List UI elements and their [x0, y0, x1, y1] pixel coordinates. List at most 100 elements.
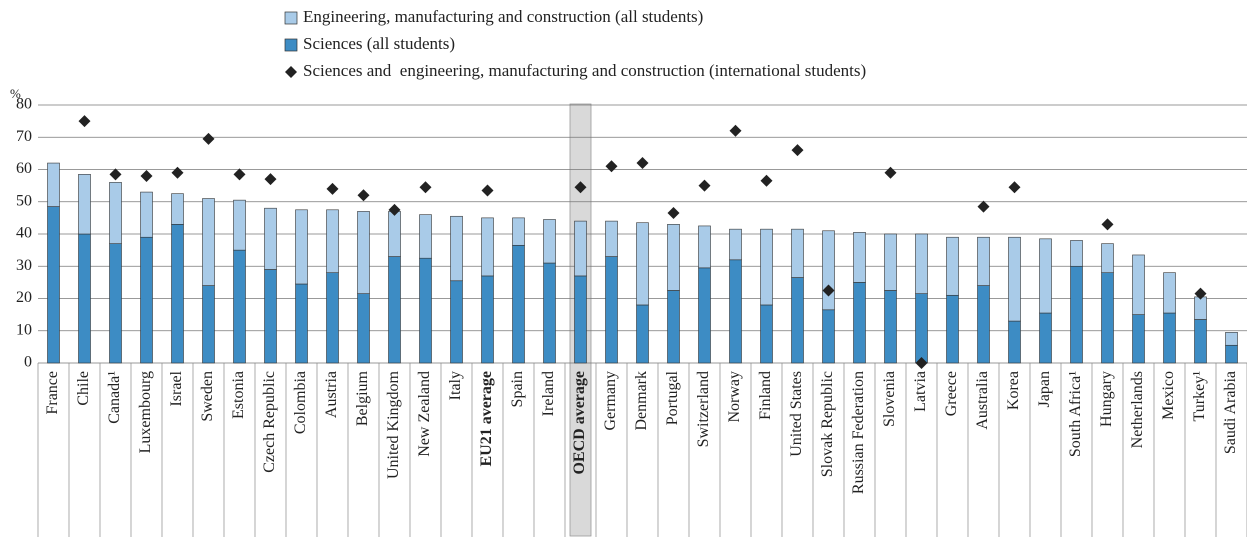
x-tick-label: Ireland: [540, 371, 557, 416]
diamond-marker: [481, 184, 494, 197]
bar-segment: [512, 217, 525, 246]
x-tick-label: Hungary: [1098, 371, 1115, 427]
bar-segment: [233, 249, 246, 364]
x-tick-label: Mexico: [1160, 371, 1177, 420]
x-tick-label: South Africa¹: [1067, 371, 1084, 457]
diamond-marker: [1008, 181, 1021, 194]
bar-segment: [884, 290, 897, 364]
diamond-marker: [109, 168, 122, 181]
diamond-marker: [698, 179, 711, 192]
x-tick-label: Austria: [323, 371, 340, 418]
diamond-marker: [326, 182, 339, 195]
diamond-marker: [822, 284, 835, 297]
diamond-marker: [915, 357, 928, 369]
x-tick-label: Russian Federation: [850, 371, 867, 494]
bar-segment: [1194, 296, 1207, 320]
bar-segment: [543, 262, 556, 364]
bar-segment: [698, 267, 711, 364]
x-tick-label: Israel: [168, 370, 185, 406]
x-tick-label: Turkey¹: [1191, 371, 1208, 422]
x-tick-label: Latvia: [912, 371, 929, 412]
bar-segment: [1132, 254, 1145, 315]
legend-swatch: [284, 11, 298, 25]
x-tick-label: Slovak Republic: [819, 371, 836, 477]
bar-segment: [605, 220, 618, 257]
x-tick-label: Luxembourg: [137, 371, 154, 453]
bar-segment: [171, 193, 184, 225]
bar-segment: [1101, 243, 1114, 274]
x-tick-label: EU21 average: [478, 371, 495, 467]
diamond-marker: [791, 144, 804, 157]
x-tick-label: Czech Republic: [261, 371, 278, 473]
bar-segment: [1225, 344, 1238, 364]
bar-segment: [946, 294, 959, 364]
bar-segment: [47, 162, 60, 207]
x-tick-label: Spain: [509, 371, 526, 407]
bar-segment: [822, 309, 835, 364]
diamond-marker: [760, 174, 773, 187]
bar-segment: [295, 209, 308, 285]
bar-segment: [419, 257, 432, 364]
diamond-marker: [78, 115, 91, 128]
diamond-marker: [419, 181, 432, 194]
x-tick-label: New Zealand: [416, 371, 433, 457]
bar-segment: [1225, 332, 1238, 346]
bar-segment: [636, 222, 649, 306]
bar-segment: [512, 244, 525, 364]
bar-segment: [760, 228, 773, 306]
bar-segment: [78, 233, 91, 364]
x-tick-label: Netherlands: [1129, 371, 1146, 448]
y-axis-label: %: [10, 86, 21, 101]
x-tick-label: Norway: [726, 371, 743, 423]
bar-segment: [357, 293, 370, 364]
y-tick-label: 0: [24, 354, 32, 371]
legend-label: Engineering, manufacturing and construct…: [303, 7, 703, 26]
bar-segment: [977, 285, 990, 364]
diamond-marker: [233, 168, 246, 181]
diamond-marker: [264, 173, 277, 186]
bar-segment: [729, 259, 742, 364]
diamond-marker: [636, 157, 649, 170]
diamond-marker: [667, 207, 680, 220]
x-tick-label: United States: [788, 371, 805, 457]
legend-label: Sciences and engineering, manufacturing …: [303, 61, 866, 80]
bar-segment: [760, 304, 773, 364]
y-tick-label: 50: [16, 192, 32, 209]
bar-segment: [419, 214, 432, 259]
bar-segment: [326, 209, 339, 274]
diamond-marker: [884, 166, 897, 179]
bar-segment: [543, 219, 556, 264]
bar-segment: [667, 224, 680, 291]
bar-segment: [1008, 236, 1021, 322]
x-tick-label: Korea: [1005, 371, 1022, 410]
bar-segment: [78, 174, 91, 235]
bar-segment: [1039, 312, 1052, 364]
bar-segment: [140, 236, 153, 364]
diamond-marker: [171, 166, 184, 179]
x-tick-label: Canada¹: [106, 371, 123, 424]
bar-segment: [1101, 272, 1114, 364]
bar-segment: [326, 272, 339, 364]
bar-segment: [574, 275, 587, 364]
bar-segment: [388, 211, 401, 257]
bar-segment: [915, 233, 928, 294]
bar-segment: [481, 275, 494, 364]
y-tick-label: 30: [16, 257, 32, 274]
diamond-marker: [574, 181, 587, 194]
y-tick-label: 20: [16, 289, 32, 306]
x-tick-label: Chile: [75, 371, 92, 406]
x-tick-label: OECD average: [571, 371, 588, 475]
x-tick-label: Saudi Arabia: [1222, 371, 1239, 454]
x-tick-label: France: [44, 371, 61, 415]
diamond-marker: [605, 160, 618, 173]
bar-segment: [636, 304, 649, 364]
x-tick-label: Italy: [447, 371, 464, 400]
x-tick-label: Australia: [974, 371, 991, 430]
x-tick-label: Estonia: [230, 371, 247, 419]
x-tick-label: Greece: [943, 371, 960, 416]
bar-segment: [853, 232, 866, 283]
x-tick-label: Finland: [757, 371, 774, 420]
x-tick-label: Denmark: [633, 371, 650, 431]
bar-segment: [915, 293, 928, 364]
x-tick-label: Belgium: [354, 370, 371, 426]
